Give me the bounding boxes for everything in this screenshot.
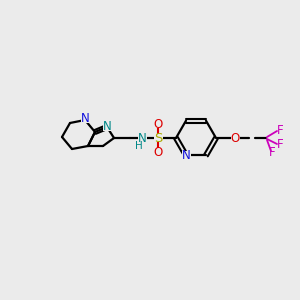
Bar (80, 115, 89, 123)
Text: N: N (81, 112, 89, 125)
Bar (154, 134, 163, 142)
Bar (137, 134, 146, 142)
Text: H: H (135, 141, 143, 151)
Text: O: O (230, 131, 240, 145)
Bar (182, 151, 190, 159)
Text: F: F (269, 146, 275, 160)
Text: O: O (153, 146, 163, 158)
Text: F: F (277, 124, 283, 136)
Bar (154, 148, 163, 156)
Text: S: S (154, 131, 162, 145)
Bar (103, 123, 112, 131)
Text: O: O (153, 118, 163, 130)
Text: F: F (277, 139, 283, 152)
Text: N: N (138, 131, 146, 145)
Bar (230, 134, 239, 142)
Text: N: N (103, 121, 111, 134)
Bar (154, 120, 163, 128)
Text: N: N (182, 149, 190, 162)
